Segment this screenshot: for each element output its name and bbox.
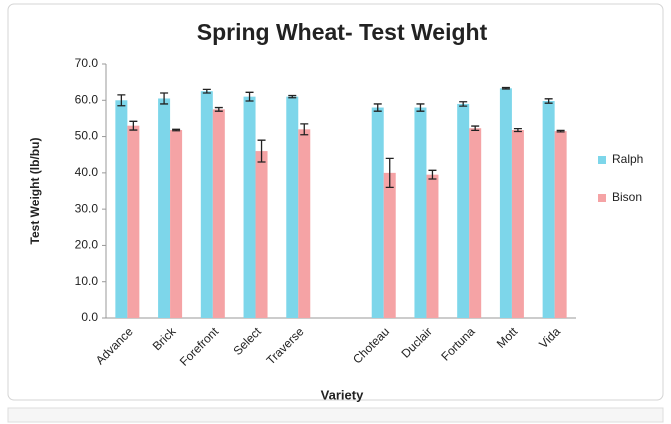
bar — [499, 88, 512, 318]
bar — [511, 130, 524, 318]
error-bar — [416, 103, 425, 112]
error-bar — [129, 120, 138, 131]
bar — [127, 125, 140, 318]
bar — [383, 172, 396, 318]
chart-title: Spring Wheat- Test Weight — [197, 19, 488, 45]
bar — [298, 129, 311, 318]
y-tick-label: 30.0 — [75, 201, 99, 215]
bottom-strip — [7, 407, 664, 423]
error-bar — [544, 98, 553, 104]
y-tick-label: 10.0 — [75, 274, 99, 288]
legend-swatch — [598, 194, 606, 202]
bar — [469, 128, 482, 318]
legend-label: Bison — [612, 190, 642, 204]
bar — [542, 101, 555, 318]
error-bar — [459, 101, 468, 107]
error-bar — [245, 91, 254, 102]
error-bar — [373, 103, 382, 112]
y-tick-label: 60.0 — [75, 92, 99, 106]
error-bar — [428, 169, 437, 180]
bar — [371, 107, 384, 319]
legend-label: Ralph — [612, 152, 643, 166]
bar — [243, 96, 256, 319]
error-bar — [385, 157, 394, 189]
legend-swatch — [598, 156, 606, 164]
error-bar — [501, 86, 510, 90]
y-tick-label: 0.0 — [81, 310, 98, 324]
error-bar — [160, 92, 169, 105]
error-bar — [300, 123, 309, 136]
error-bar — [202, 88, 211, 94]
error-bar — [117, 94, 126, 107]
bar — [212, 109, 225, 318]
error-bar — [214, 106, 223, 112]
bar — [115, 100, 128, 319]
bar — [255, 151, 268, 318]
y-tick-label: 50.0 — [75, 129, 99, 143]
error-bar — [556, 129, 565, 133]
y-tick-label: 70.0 — [75, 56, 99, 70]
error-bar — [471, 125, 480, 132]
error-bar — [288, 94, 297, 99]
bar — [158, 98, 171, 318]
error-bar — [257, 139, 266, 163]
error-bar — [172, 128, 181, 132]
bar — [414, 107, 427, 319]
bar — [170, 130, 183, 318]
x-axis-label: Variety — [321, 387, 364, 402]
bar — [554, 131, 567, 318]
bar — [426, 174, 439, 318]
bar — [200, 91, 213, 318]
y-tick-label: 20.0 — [75, 238, 99, 252]
y-tick-label: 40.0 — [75, 165, 99, 179]
bar — [286, 96, 299, 319]
y-axis-label: Test Weight (lb/bu) — [28, 138, 42, 245]
bar — [457, 103, 470, 319]
error-bar — [513, 127, 522, 133]
